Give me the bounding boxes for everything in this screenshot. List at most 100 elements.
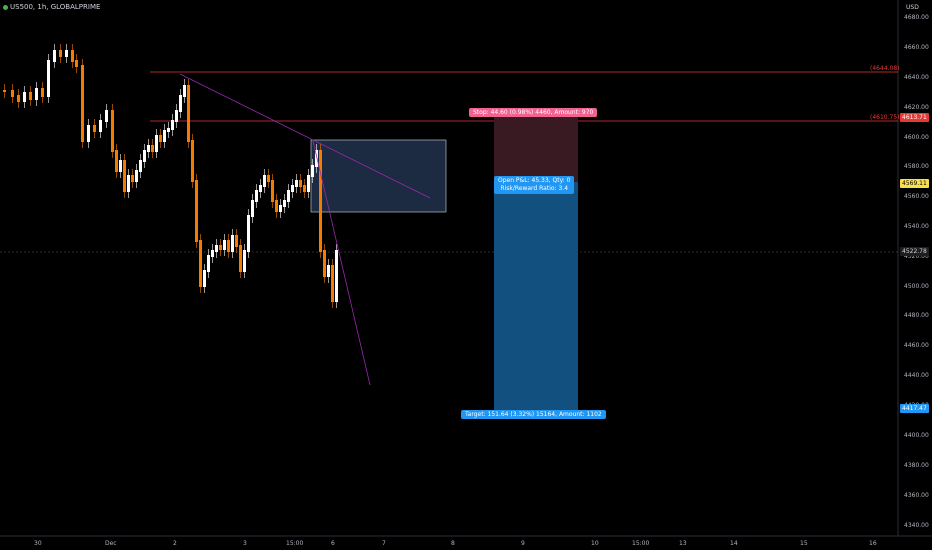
candle-body bbox=[319, 150, 322, 252]
candle-body bbox=[53, 50, 56, 62]
candle-body bbox=[99, 120, 102, 132]
price-tick-label: 4400.00 bbox=[904, 432, 929, 439]
time-tick-label: 15:00 bbox=[286, 540, 304, 547]
candle-body bbox=[331, 265, 334, 302]
candle-body bbox=[255, 190, 258, 202]
candle-body bbox=[23, 92, 26, 102]
candle-body bbox=[47, 60, 50, 97]
candle-body bbox=[131, 175, 134, 182]
currency-label: USD bbox=[906, 4, 919, 11]
candles bbox=[3, 44, 338, 308]
time-tick-label: 8 bbox=[451, 540, 455, 547]
price-tick-label: 4660.00 bbox=[904, 44, 929, 51]
time-tick-label: 15 bbox=[800, 540, 808, 547]
price-tick-label: 4520.00 bbox=[904, 253, 929, 260]
trendline-steep[interactable] bbox=[312, 140, 371, 386]
risk-reward-text: Risk/Reward Ratio: 3.4 bbox=[500, 185, 569, 192]
candle-body bbox=[223, 240, 226, 250]
candle-body bbox=[303, 185, 306, 192]
candle-body bbox=[335, 250, 338, 302]
candle-body bbox=[87, 125, 90, 142]
rectangle-zone[interactable] bbox=[310, 139, 447, 213]
price-tick-label: 4360.00 bbox=[904, 492, 929, 499]
candle-body bbox=[11, 90, 14, 97]
candle-body bbox=[219, 245, 222, 250]
candle-body bbox=[315, 150, 318, 167]
price-tick-label: 4500.00 bbox=[904, 283, 929, 290]
lower-line-label: (4610.75) bbox=[870, 114, 900, 121]
candle-body bbox=[227, 240, 230, 252]
candle-body bbox=[287, 190, 290, 202]
candle-body bbox=[119, 160, 122, 172]
candle-body bbox=[59, 50, 62, 57]
open-pnl-label[interactable]: Open P&L: 45.33, Qty: 0 Risk/Reward Rati… bbox=[494, 176, 575, 194]
candle-body bbox=[81, 65, 84, 142]
symbol-text: US500, 1h, GLOBALPRIME bbox=[10, 3, 101, 11]
stop-label[interactable]: Stop: 44.60 (0.98%) 4460, Amount: 970 bbox=[469, 108, 598, 117]
candle-body bbox=[199, 240, 202, 287]
price-tick-label: 4580.00 bbox=[904, 163, 929, 170]
candle-body bbox=[159, 135, 162, 142]
trendline-upper[interactable] bbox=[179, 73, 431, 199]
candle-body bbox=[235, 235, 238, 247]
price-tick-label: 4560.00 bbox=[904, 193, 929, 200]
time-tick-label: 10 bbox=[591, 540, 599, 547]
symbol-header[interactable]: US500, 1h, GLOBALPRIME bbox=[3, 3, 100, 11]
candle-body bbox=[175, 110, 178, 122]
time-tick-label: 30 bbox=[34, 540, 42, 547]
price-tick-label: 4480.00 bbox=[904, 312, 929, 319]
candle-body bbox=[259, 185, 262, 192]
candle-body bbox=[243, 250, 246, 272]
candle-body bbox=[93, 125, 96, 132]
time-tick-label: 9 bbox=[521, 540, 525, 547]
price-tick-label: 4380.00 bbox=[904, 462, 929, 469]
time-tick-label: 2 bbox=[173, 540, 177, 547]
stop-zone[interactable] bbox=[494, 116, 578, 182]
target-label[interactable]: Target: 151.64 (3.32%) 15164, Amount: 11… bbox=[461, 410, 606, 419]
time-tick-label: 15:00 bbox=[632, 540, 650, 547]
target-zone[interactable] bbox=[494, 182, 578, 410]
upper-line-label: (4644.08) bbox=[870, 65, 900, 72]
candle-body bbox=[191, 140, 194, 182]
time-tick-label: Dec bbox=[105, 540, 117, 547]
candle-body bbox=[271, 180, 274, 202]
candle-body bbox=[299, 180, 302, 187]
candle-body bbox=[323, 250, 326, 277]
candle-body bbox=[207, 255, 210, 272]
candle-body bbox=[147, 145, 150, 152]
open-pnl-text: Open P&L: 45.33, Qty: 0 bbox=[498, 177, 571, 184]
candle-body bbox=[135, 170, 138, 182]
entry-price-tag: 4569.11 bbox=[900, 179, 929, 188]
candle-body bbox=[105, 110, 108, 122]
target-price-tag: 4417.47 bbox=[900, 404, 929, 413]
stop-price-tag: 4613.71 bbox=[900, 113, 929, 122]
candle-body bbox=[231, 235, 234, 252]
candle-body bbox=[295, 180, 298, 187]
candle-body bbox=[171, 120, 174, 130]
candle-body bbox=[35, 88, 38, 100]
candle-body bbox=[139, 160, 142, 172]
price-tick-label: 4540.00 bbox=[904, 223, 929, 230]
candle-body bbox=[307, 175, 310, 192]
candle-body bbox=[115, 150, 118, 172]
candle-body bbox=[3, 90, 6, 92]
candle-body bbox=[203, 270, 206, 287]
candle-body bbox=[311, 165, 314, 177]
price-tick-label: 4680.00 bbox=[904, 14, 929, 21]
candle-body bbox=[279, 205, 282, 212]
time-tick-label: 14 bbox=[730, 540, 738, 547]
time-tick-label: 16 bbox=[869, 540, 877, 547]
market-status-icon bbox=[3, 4, 8, 10]
candle-body bbox=[17, 95, 20, 102]
candle-body bbox=[123, 160, 126, 192]
time-tick-label: 7 bbox=[382, 540, 386, 547]
candle-body bbox=[155, 135, 158, 152]
candle-body bbox=[327, 265, 330, 277]
price-tick-label: 4440.00 bbox=[904, 372, 929, 379]
candle-body bbox=[247, 215, 250, 252]
candle-body bbox=[111, 110, 114, 152]
candle-body bbox=[143, 150, 146, 162]
time-tick-label: 13 bbox=[679, 540, 687, 547]
